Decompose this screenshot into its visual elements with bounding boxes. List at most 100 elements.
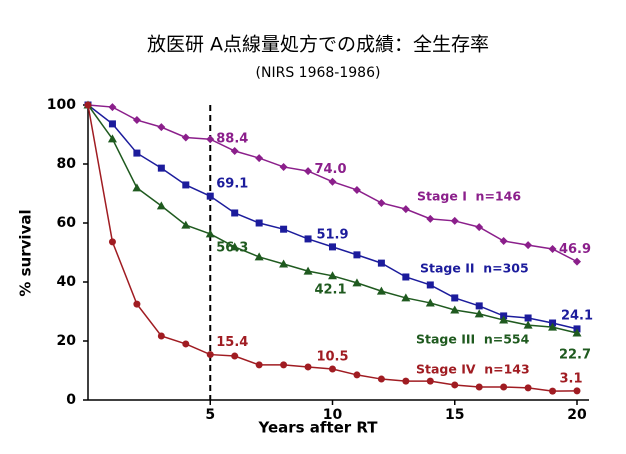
marker	[426, 214, 435, 223]
y-axis-label: % survival	[17, 209, 35, 296]
y-tick-label: 0	[66, 392, 76, 408]
marker	[108, 238, 116, 246]
marker	[475, 383, 483, 391]
marker	[279, 259, 289, 268]
marker	[280, 225, 288, 233]
marker	[182, 340, 190, 348]
marker	[450, 216, 459, 225]
marker	[377, 259, 385, 267]
x-axis-label: Years after RT	[257, 419, 378, 437]
marker	[255, 361, 263, 369]
value-label: 51.9	[316, 227, 348, 242]
marker	[425, 298, 435, 307]
marker	[133, 149, 141, 157]
x-tick-label: 5	[205, 407, 215, 423]
marker	[157, 123, 166, 132]
chart-title: 放医研 A点線量処方での成績：全生存率	[147, 34, 489, 56]
marker	[377, 375, 385, 383]
marker	[205, 229, 215, 238]
marker	[352, 278, 362, 287]
marker	[377, 198, 386, 207]
marker	[206, 192, 214, 200]
marker	[426, 377, 434, 385]
x-tick-label: 10	[323, 407, 343, 423]
marker	[108, 103, 117, 112]
value-label: 88.4	[216, 132, 248, 147]
marker	[304, 167, 313, 176]
marker	[500, 383, 508, 391]
marker	[157, 164, 165, 172]
value-label: 15.4	[216, 335, 248, 350]
marker	[133, 300, 141, 308]
marker	[352, 185, 361, 194]
marker	[475, 302, 483, 310]
marker	[328, 177, 337, 186]
marker	[353, 371, 361, 379]
marker	[181, 133, 190, 142]
series-label: Stage I n=146	[417, 189, 521, 204]
value-label: 3.1	[559, 371, 582, 386]
marker	[451, 294, 459, 302]
marker	[450, 305, 460, 314]
x-tick-label: 20	[567, 407, 587, 423]
marker	[157, 332, 165, 340]
marker	[573, 387, 581, 395]
marker	[451, 381, 459, 389]
marker	[132, 183, 142, 192]
marker	[524, 384, 532, 392]
marker	[254, 252, 264, 261]
marker	[475, 223, 484, 232]
marker	[304, 363, 312, 371]
marker	[206, 135, 215, 144]
marker	[353, 251, 361, 259]
marker	[548, 322, 558, 331]
marker	[181, 220, 191, 229]
marker	[206, 351, 214, 359]
y-tick-label: 60	[57, 215, 77, 231]
value-label: 46.9	[559, 242, 591, 257]
marker	[231, 352, 239, 360]
marker	[474, 309, 484, 318]
marker	[549, 387, 557, 395]
marker	[84, 101, 92, 109]
value-label: 69.1	[216, 177, 248, 192]
marker	[329, 243, 336, 251]
marker	[280, 361, 288, 369]
marker	[402, 273, 410, 281]
x-tick-label: 15	[445, 407, 464, 423]
value-label: 22.7	[559, 348, 591, 363]
marker	[401, 293, 411, 302]
marker	[230, 147, 239, 156]
y-tick-label: 100	[47, 97, 76, 113]
value-label: 10.5	[316, 350, 348, 365]
marker	[524, 314, 532, 322]
y-tick-label: 20	[57, 333, 77, 349]
marker	[573, 257, 581, 266]
marker	[572, 328, 582, 337]
marker	[548, 244, 557, 253]
marker	[303, 266, 313, 275]
marker	[182, 181, 190, 189]
value-label: 74.0	[314, 162, 346, 177]
marker	[499, 315, 509, 324]
marker	[255, 219, 263, 227]
marker	[524, 241, 533, 250]
series-label: Stage IV n=143	[416, 362, 530, 377]
value-label: 24.1	[561, 308, 593, 323]
marker	[328, 271, 337, 280]
marker	[401, 205, 410, 214]
marker	[156, 201, 166, 210]
marker	[107, 134, 117, 143]
marker	[132, 116, 141, 125]
marker	[231, 209, 239, 217]
marker	[499, 236, 508, 245]
chart-subtitle: (NIRS 1968-1986)	[256, 65, 381, 81]
value-label: 42.1	[314, 282, 346, 297]
marker	[426, 281, 434, 289]
marker	[329, 365, 336, 373]
series-label: Stage III n=554	[416, 332, 530, 347]
marker	[230, 242, 240, 251]
marker	[402, 377, 410, 385]
